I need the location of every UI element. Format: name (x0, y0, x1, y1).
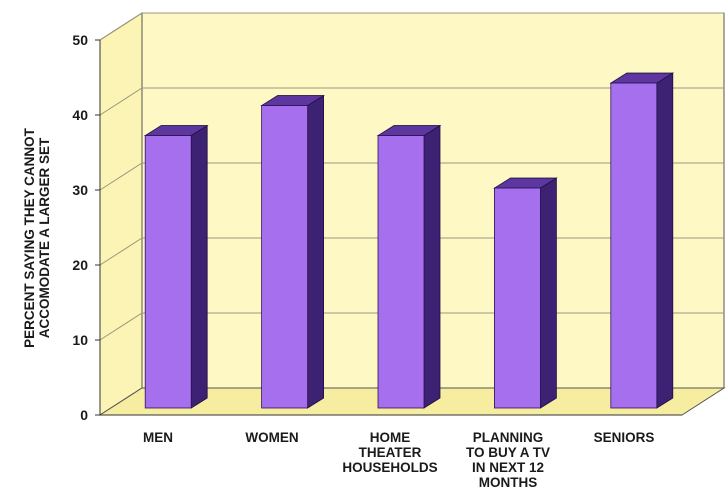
y-axis-label: PERCENT SAYING THEY CANNOTACCOMODATE A L… (22, 127, 52, 348)
bar-side (540, 177, 557, 409)
x-tick-label: SENIORS (594, 430, 655, 445)
bar-side (656, 72, 674, 409)
x-axis-labels: MEN WOMEN HOME THEATER HOUSEHOLDS PLANNING TO … (143, 430, 654, 490)
y-tick-label: 10 (72, 332, 88, 348)
bar-front (144, 135, 192, 409)
y-tick-label: 20 (72, 257, 88, 273)
y-axis: 0 10 20 30 40 50 (72, 32, 682, 423)
bar-front (610, 82, 658, 409)
bar (493, 177, 558, 409)
bar (609, 72, 675, 409)
bar-side (423, 124, 441, 409)
y-tick-label: 30 (72, 182, 88, 198)
bars (143, 72, 675, 409)
bar (143, 124, 209, 409)
bar (376, 124, 442, 409)
gridline (99, 87, 724, 116)
side-wall (99, 12, 143, 416)
bar (260, 94, 325, 409)
y-tick-label: 40 (72, 107, 88, 123)
bar-front (493, 187, 541, 409)
gridline (99, 162, 724, 191)
x-tick-label: WOMEN (245, 430, 298, 445)
x-tick-label: PLANNING TO BUY A TV IN NEXT 12 MONTHS (466, 430, 550, 490)
bar-side (307, 94, 325, 409)
x-tick-label: HOME THEATER HOUSEHOLDS (342, 430, 437, 475)
bar-front (377, 135, 425, 409)
x-tick-label: MEN (143, 430, 173, 445)
gridline (99, 12, 724, 41)
bar-side (190, 124, 208, 409)
y-tick-label: 50 (72, 32, 88, 48)
bar-front (261, 105, 309, 409)
y-tick-label: 0 (80, 407, 88, 423)
